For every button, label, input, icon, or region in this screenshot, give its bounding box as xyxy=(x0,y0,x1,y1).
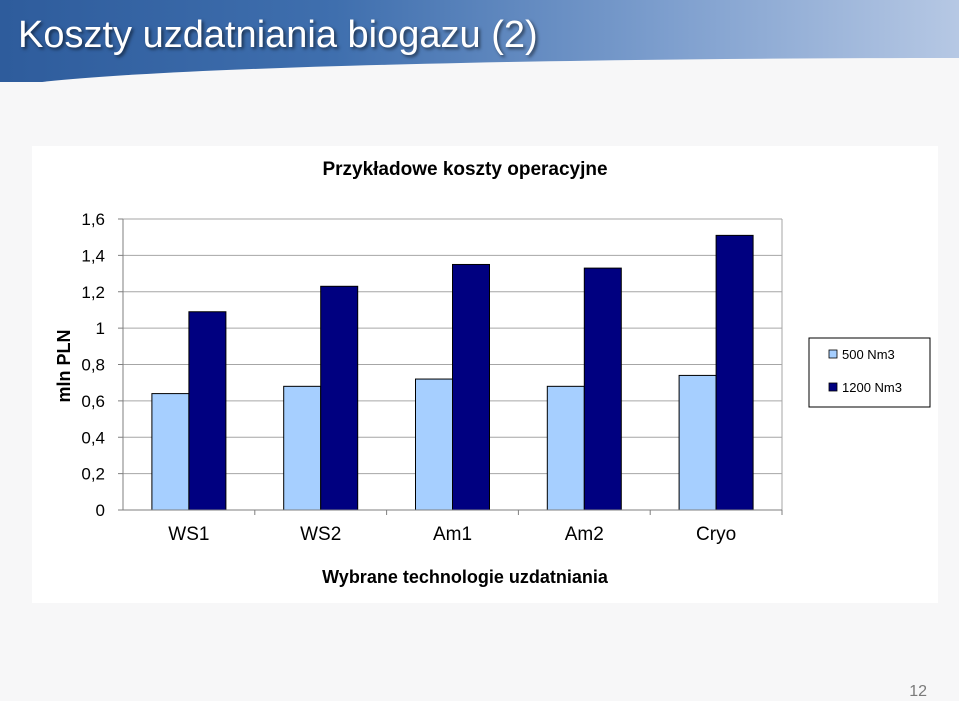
y-tick-label: 0 xyxy=(96,501,105,520)
y-axis-ticks: 0 0,2 0,4 0,6 0,8 1 1,2 1,4 1,6 xyxy=(81,210,123,520)
chart-panel: Przykładowe koszty operacyjne 0 0,2 0,4 0,6… xyxy=(32,146,938,603)
bar-am2-1200 xyxy=(583,267,622,511)
x-tick-label: WS2 xyxy=(300,524,341,545)
bar-ws2-1200 xyxy=(320,285,359,511)
chart-title: Przykładowe koszty operacyjne xyxy=(322,159,607,180)
bar-am2-500 xyxy=(546,385,585,511)
bar-cryo-1200 xyxy=(715,234,754,511)
bar-cryo-500 xyxy=(678,374,717,511)
legend: 500 Nm3 1200 Nm3 xyxy=(808,337,931,408)
x-tick-label: Am2 xyxy=(565,524,604,545)
y-axis-label: mln PLN xyxy=(54,329,74,402)
x-tick-label: Cryo xyxy=(696,524,736,545)
bar-ws2-500 xyxy=(283,385,322,511)
legend-swatch-500 xyxy=(828,349,838,359)
bar-ws1-500 xyxy=(151,393,190,511)
x-tick-label: WS1 xyxy=(168,524,209,545)
y-tick-label: 1 xyxy=(96,319,105,338)
y-tick-label: 0,8 xyxy=(81,356,105,375)
y-tick-label: 1,6 xyxy=(81,210,105,229)
x-axis-label: Wybrane technologie uzdatniania xyxy=(322,567,609,587)
y-tick-label: 0,6 xyxy=(81,392,105,411)
bar-am1-500 xyxy=(415,378,453,511)
bar-chart: Przykładowe koszty operacyjne 0 0,2 0,4 0,6… xyxy=(54,159,931,587)
legend-swatch-1200 xyxy=(828,382,838,392)
legend-label-1200: 1200 Nm3 xyxy=(842,380,902,395)
bar-ws1-1200 xyxy=(188,311,227,511)
bar-am1-1200 xyxy=(452,263,490,511)
legend-box xyxy=(808,337,931,408)
y-tick-label: 0,2 xyxy=(81,465,105,484)
bars xyxy=(151,234,754,511)
page-number: 12 xyxy=(909,683,927,700)
x-axis-ticks: WS1 WS2 Am1 Am2 Cryo xyxy=(168,510,783,545)
x-tick-label: Am1 xyxy=(433,524,472,545)
legend-label-500: 500 Nm3 xyxy=(842,347,895,362)
y-tick-label: 1,2 xyxy=(81,283,105,302)
y-tick-label: 0,4 xyxy=(81,428,105,447)
y-tick-label: 1,4 xyxy=(81,246,105,265)
slide-title: Koszty uzdatniania biogazu (2) xyxy=(18,14,538,56)
